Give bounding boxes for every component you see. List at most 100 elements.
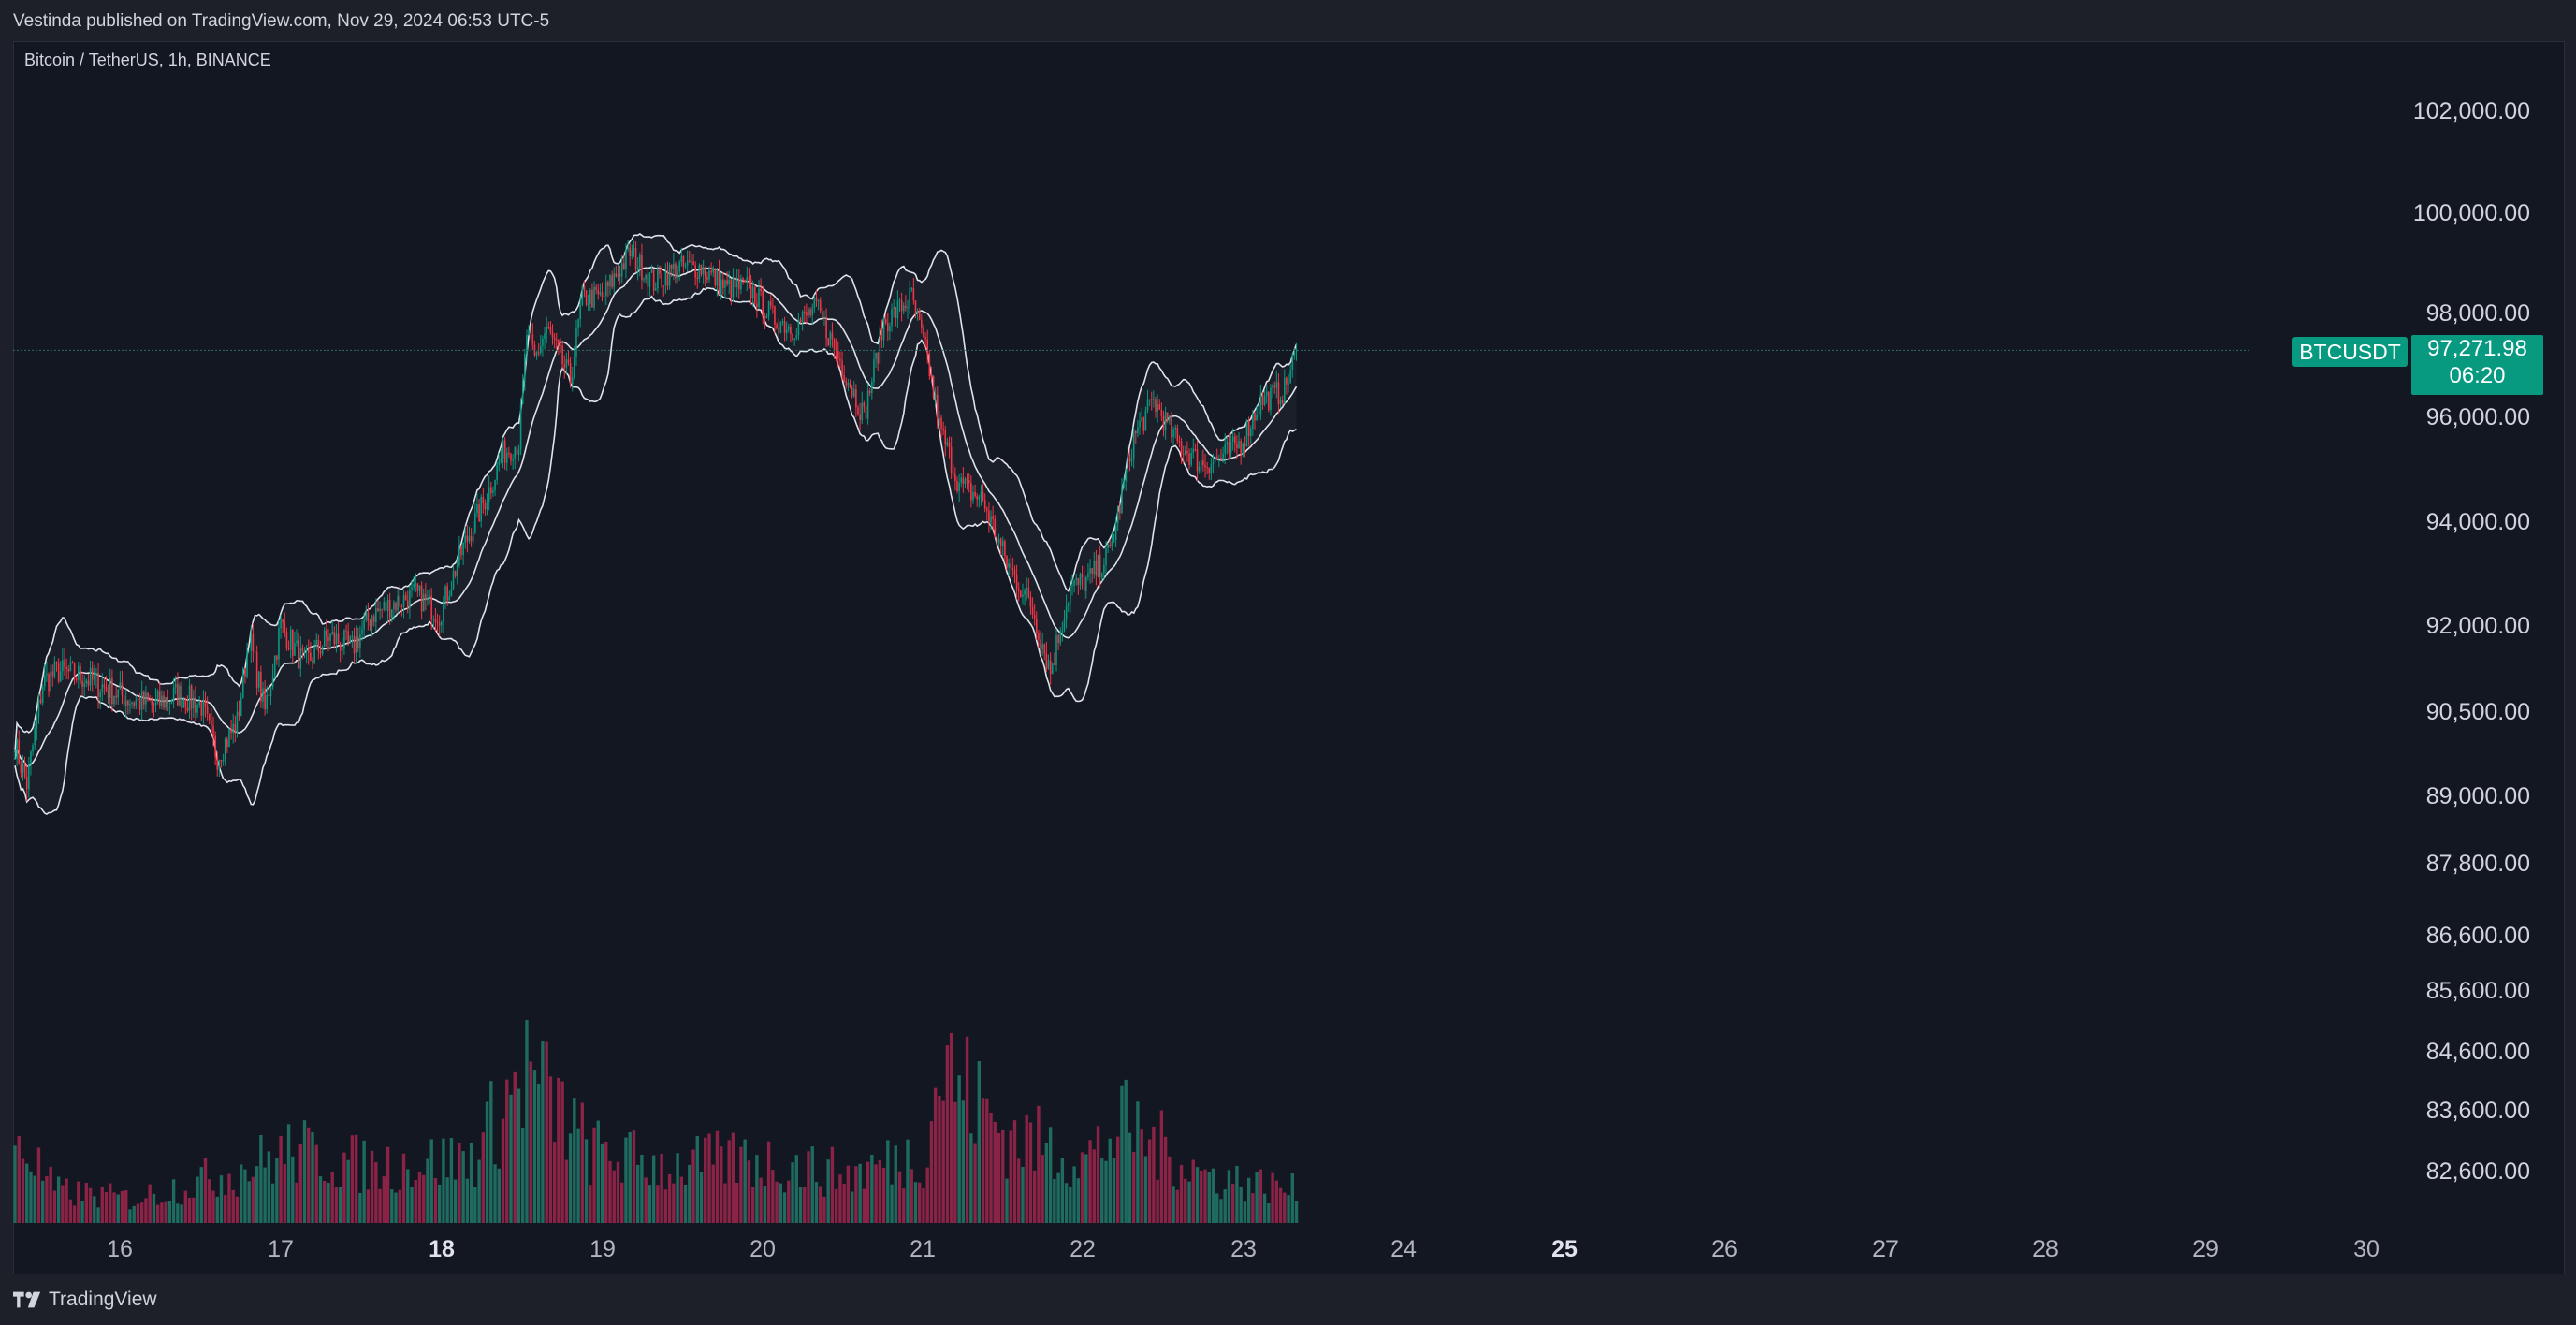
candle — [611, 270, 613, 290]
candle — [809, 307, 811, 318]
volume-bar — [1203, 1169, 1207, 1223]
candle — [101, 673, 104, 701]
candle — [188, 678, 191, 719]
volume-bar — [52, 1190, 57, 1223]
candle — [790, 323, 792, 342]
chart-panel[interactable] — [13, 41, 2565, 1276]
volume-bar — [1112, 1158, 1116, 1223]
candle — [744, 279, 746, 283]
volume-bar — [1168, 1156, 1172, 1223]
candle — [1249, 425, 1252, 445]
candle — [464, 526, 467, 549]
candle — [1041, 632, 1043, 656]
volume-bar — [398, 1189, 401, 1223]
volume-bar — [557, 1077, 560, 1223]
volume-bar — [342, 1152, 346, 1223]
candle — [526, 329, 528, 362]
volume-bar — [366, 1189, 371, 1223]
candle — [425, 583, 427, 611]
candle — [182, 696, 184, 709]
candle — [1265, 386, 1268, 404]
volume-bar — [259, 1134, 263, 1223]
candle — [78, 661, 80, 689]
candle — [895, 306, 897, 327]
candle — [837, 341, 839, 368]
volume-bar — [858, 1163, 862, 1223]
candle — [706, 271, 708, 284]
candle — [46, 661, 48, 682]
candle — [692, 254, 694, 266]
candle — [924, 332, 926, 349]
candle — [613, 267, 616, 294]
candle — [732, 268, 735, 302]
candle — [198, 695, 200, 708]
candle — [416, 583, 419, 597]
candle — [540, 334, 542, 356]
volume-bar — [989, 1113, 993, 1223]
candle — [986, 506, 988, 521]
candle — [1190, 447, 1192, 468]
candle — [946, 438, 949, 447]
volume-bar — [442, 1138, 445, 1223]
time-tick-label: 27 — [1872, 1236, 1899, 1262]
candle — [456, 559, 458, 585]
volume-bar — [604, 1141, 608, 1223]
candle — [859, 402, 861, 430]
volume-bar — [1207, 1172, 1211, 1223]
candle — [639, 252, 641, 277]
time-tick-label: 29 — [2192, 1236, 2219, 1262]
candle — [1059, 627, 1062, 647]
candle — [654, 282, 657, 291]
candle — [474, 502, 476, 534]
volume-bar — [1100, 1158, 1104, 1223]
candle — [926, 329, 928, 364]
volume-bar — [112, 1192, 116, 1223]
candle — [645, 273, 647, 284]
candle — [1234, 432, 1236, 453]
candle — [779, 320, 782, 334]
candle — [62, 648, 64, 680]
candle — [835, 338, 837, 362]
candle — [902, 302, 905, 315]
candle — [678, 259, 680, 281]
volume-bar — [116, 1194, 120, 1223]
candle — [843, 365, 845, 383]
candle — [806, 303, 808, 325]
candle — [172, 677, 175, 709]
candle — [1006, 554, 1008, 571]
candle — [942, 421, 944, 436]
candle — [531, 323, 534, 350]
candle — [546, 316, 547, 344]
volume-bar — [36, 1147, 41, 1223]
candle — [1116, 505, 1119, 531]
candle — [234, 715, 237, 743]
volume-bar — [414, 1180, 417, 1223]
candle — [996, 527, 998, 551]
tradingview-logo-icon — [13, 1291, 41, 1308]
volume-bar — [1271, 1172, 1274, 1223]
band-lower — [14, 286, 1297, 816]
candle — [22, 754, 24, 781]
candle — [1091, 567, 1093, 583]
candle — [315, 633, 318, 650]
candle — [415, 573, 417, 593]
candle — [1137, 419, 1139, 438]
volume-bar — [192, 1197, 196, 1223]
candle — [20, 760, 22, 779]
candle — [498, 452, 501, 472]
candle — [823, 310, 825, 326]
candle — [907, 299, 909, 319]
volume-bar — [720, 1146, 723, 1223]
volume-bar — [1088, 1140, 1092, 1223]
candle — [510, 452, 512, 466]
candle — [865, 405, 867, 422]
candle — [48, 672, 50, 697]
candle — [285, 627, 288, 651]
price-tick-label: 83,600.00 — [2426, 1098, 2530, 1124]
volume-bar — [1056, 1172, 1060, 1223]
candle — [1100, 572, 1103, 582]
footer-logo[interactable]: TradingView — [13, 1287, 157, 1313]
candle — [89, 660, 92, 692]
volume-bar — [183, 1190, 188, 1223]
